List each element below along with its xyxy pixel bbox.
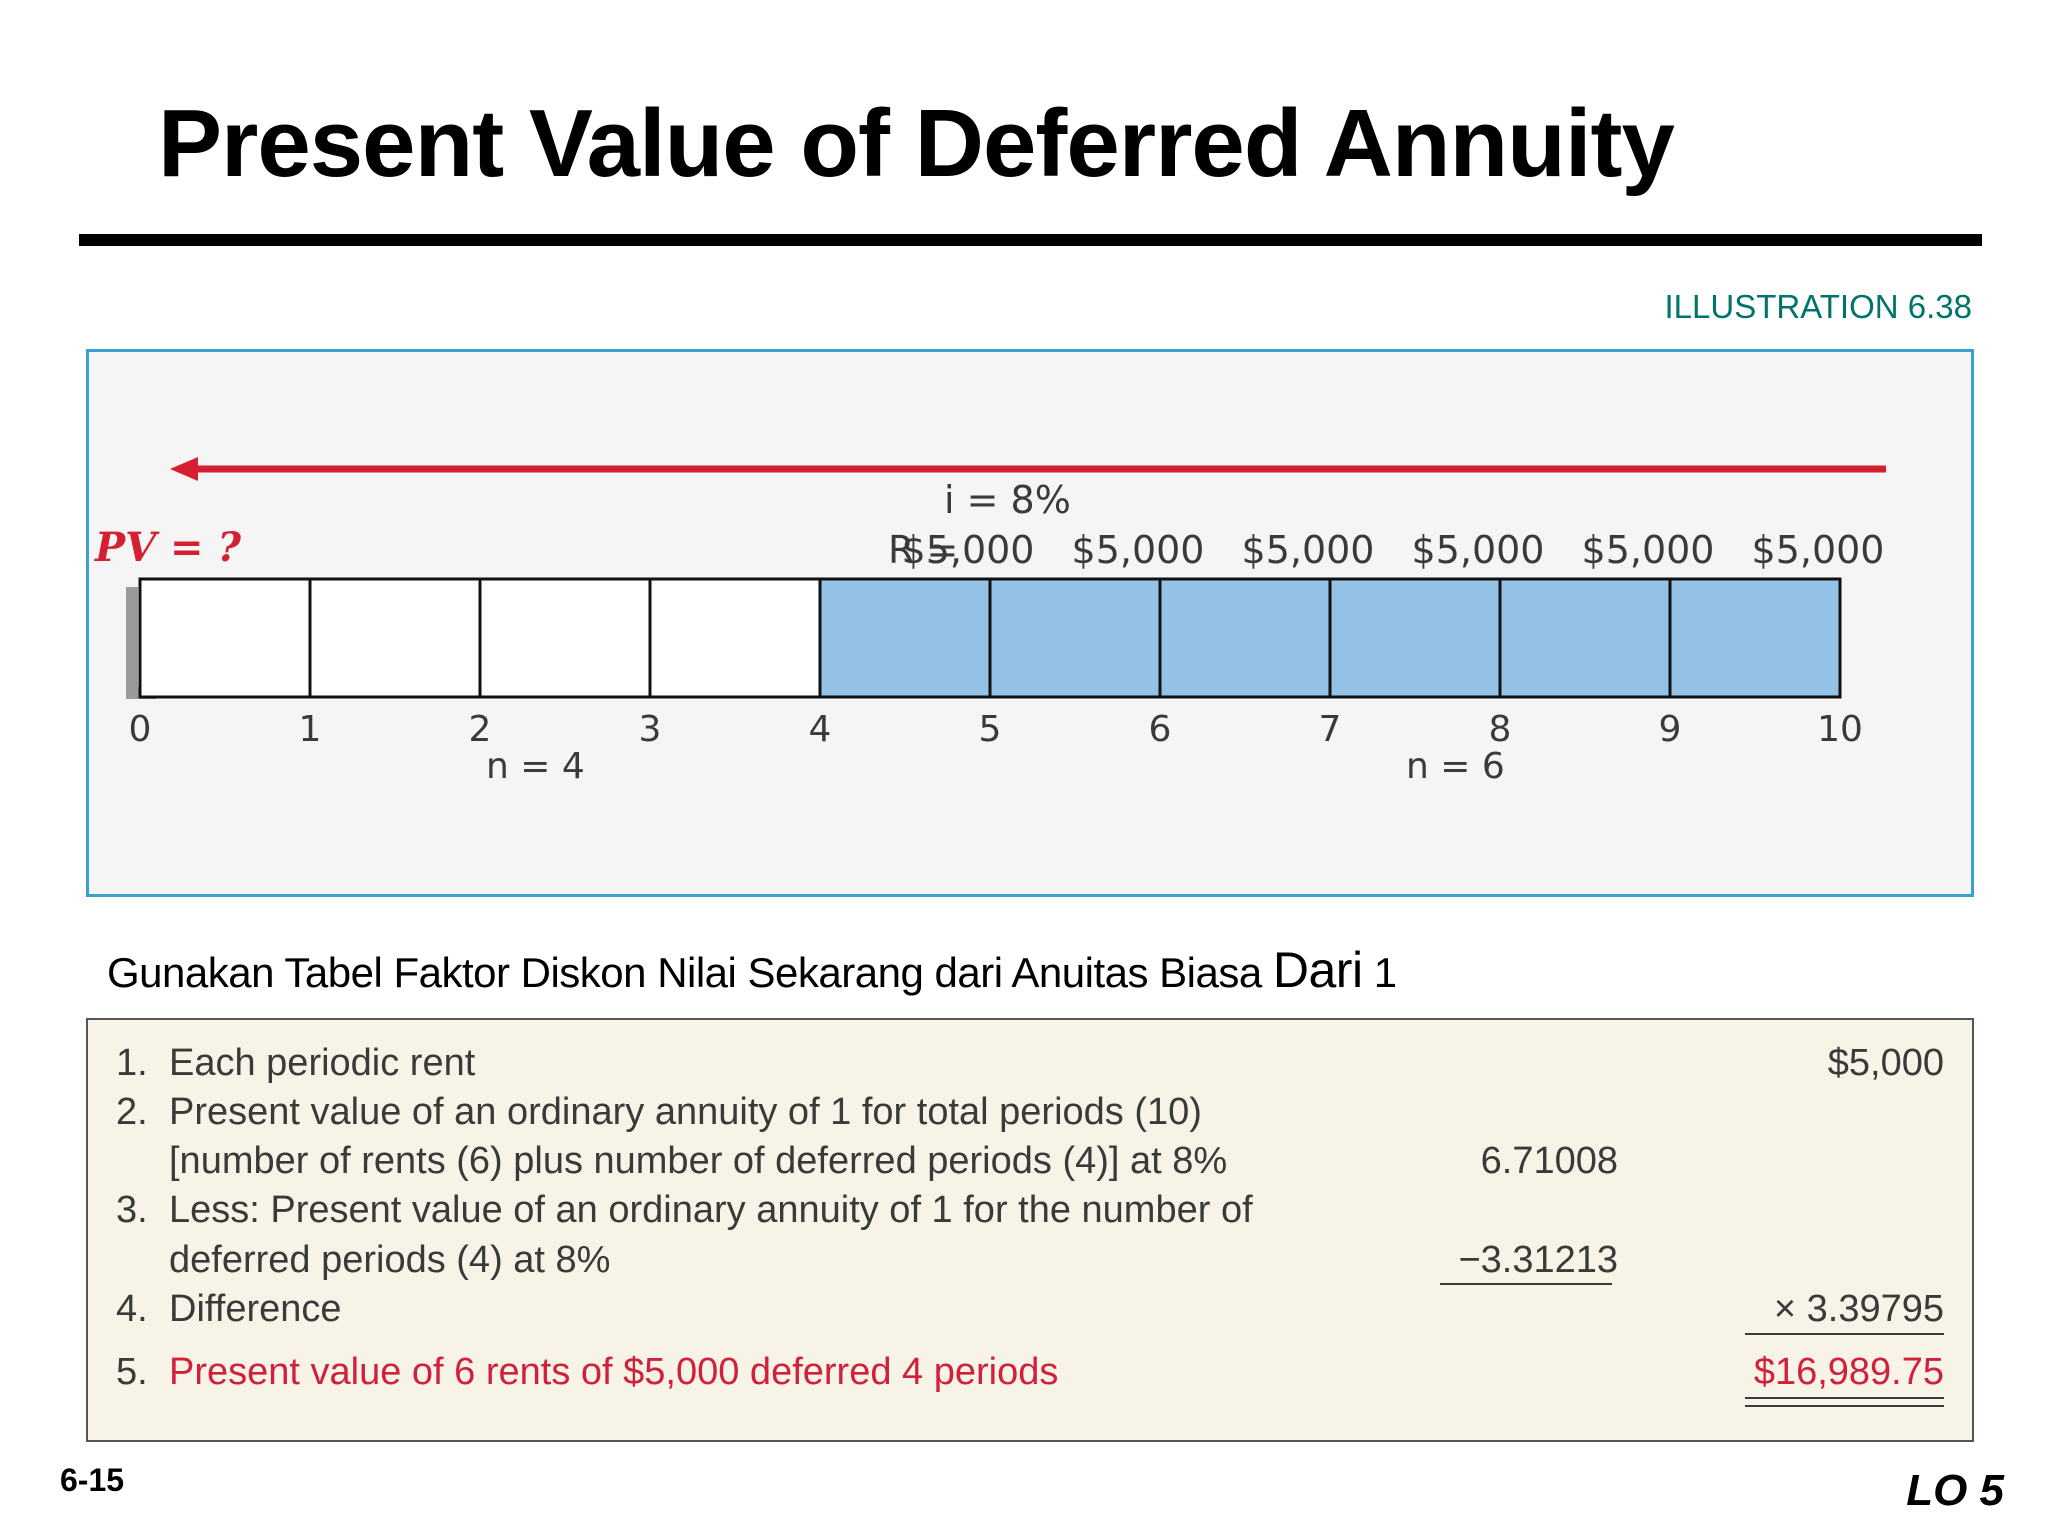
deferred-period-cell (308, 577, 482, 699)
row-3-underline (1440, 1283, 1612, 1285)
n-deferred-label: n = 4 (486, 746, 585, 787)
row-2-label-line-2: [number of rents (6) plus number of defe… (169, 1140, 1228, 1182)
rent-amount-label: $5,000 (1242, 528, 1375, 572)
row-5-value: $16,989.75 (1753, 1351, 1944, 1393)
page-number: 6-15 (60, 1462, 125, 1498)
row-3-label-line-2: deferred periods (4) at 8% (169, 1239, 611, 1281)
rent-period-cell (1668, 577, 1842, 699)
rent-amount-label: $5,000 (1752, 528, 1885, 572)
rent-period-cell (1328, 577, 1502, 699)
time-arrow-head-icon (170, 457, 198, 481)
rent-period-cell (1498, 577, 1672, 699)
illustration-label: ILLUSTRATION 6.38 (1664, 288, 1973, 325)
row-2-number: 2. (116, 1091, 148, 1133)
row-4-number: 4. (116, 1288, 148, 1330)
row-5-double-underline-top (1745, 1397, 1944, 1399)
deferred-period-cell (138, 577, 312, 699)
row-4-underline (1745, 1333, 1944, 1335)
period-label: 5 (979, 709, 1002, 750)
instruction-tail: 1 (1362, 949, 1397, 996)
computation-table: 1. Each periodic rent $5,000 2. Present … (86, 1018, 1974, 1442)
period-label: 7 (1319, 709, 1342, 750)
row-2-label-line-1: Present value of an ordinary annuity of … (169, 1091, 1202, 1133)
row-5-number: 5. (116, 1351, 148, 1393)
period-label: 8 (1489, 709, 1512, 750)
rent-amount-label: $5,000 (1582, 528, 1715, 572)
rent-period-cell (818, 577, 992, 699)
row-3-value: −3.31213 (1458, 1239, 1618, 1281)
pv-label: PV = ? (94, 524, 241, 571)
period-label: 6 (1149, 709, 1172, 750)
rent-amount-label: $5,000 (902, 528, 1035, 572)
row-1-label: Each periodic rent (169, 1042, 476, 1084)
rent-prefix-label: R = (888, 528, 958, 572)
bar-shadow (126, 587, 138, 699)
rent-period-cell (1158, 577, 1332, 699)
period-label: 9 (1659, 709, 1682, 750)
row-4-label: Difference (169, 1288, 342, 1330)
row-1-number: 1. (116, 1042, 148, 1084)
row-3-label-line-1: Less: Present value of an ordinary annui… (169, 1189, 1253, 1231)
deferred-period-cell (648, 577, 822, 699)
title-divider (79, 234, 1982, 246)
row-1-value: $5,000 (1827, 1042, 1944, 1084)
timeline-diagram: PV = ? i = 8% R = $5,000 $5,000 $5,000 $5,0… (94, 457, 1886, 787)
deferred-period-cell (478, 577, 652, 699)
period-label: 2 (469, 709, 492, 750)
row-4-value: × 3.39795 (1773, 1288, 1944, 1330)
period-label: 10 (1817, 709, 1863, 750)
rent-amount-label: $5,000 (1072, 528, 1205, 572)
row-2-value: 6.71008 (1480, 1140, 1618, 1182)
interest-rate-label: i = 8% (944, 478, 1071, 522)
period-label: 1 (299, 709, 322, 750)
period-label: 0 (129, 709, 152, 750)
period-label: 3 (639, 709, 662, 750)
period-label: 4 (809, 709, 832, 750)
instruction-text: Gunakan Tabel Faktor Diskon Nilai Sekara… (107, 949, 1273, 996)
instruction-emphasis: Dari (1272, 942, 1363, 998)
row-5-double-underline-bottom (1745, 1405, 1944, 1407)
row-5-label: Present value of 6 rents of $5,000 defer… (169, 1351, 1059, 1393)
row-3-number: 3. (116, 1189, 148, 1231)
learning-objective-label: LO 5 (1906, 1466, 2004, 1515)
rent-period-cell (988, 577, 1162, 699)
rent-amount-label: $5,000 (1412, 528, 1545, 572)
slide-title: Present Value of Deferred Annuity (158, 90, 1675, 197)
n-rents-label: n = 6 (1406, 746, 1505, 787)
table-instruction: Gunakan Tabel Faktor Diskon Nilai Sekara… (107, 941, 1397, 999)
